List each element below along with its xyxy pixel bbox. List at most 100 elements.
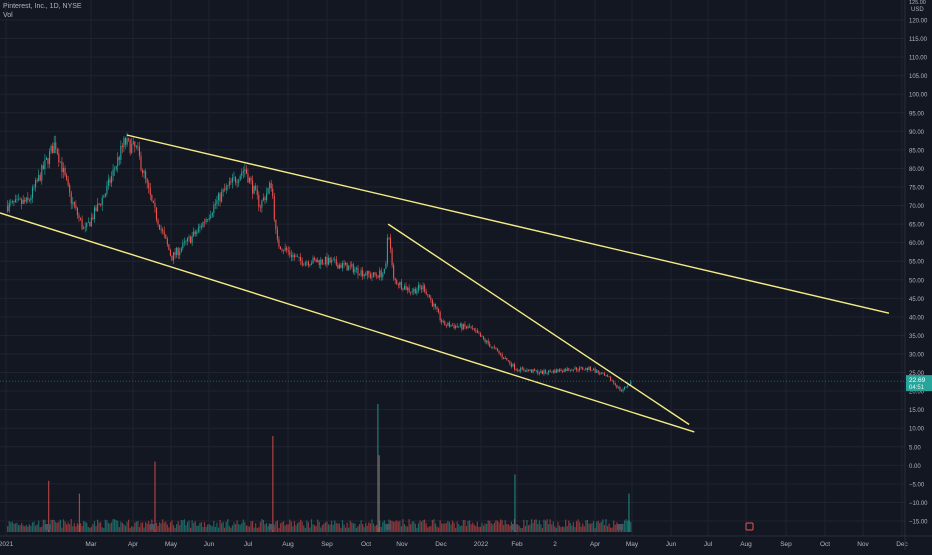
candle-body [284,247,286,251]
candle-body [411,291,413,293]
volume-bar [79,523,82,532]
candle-body [560,369,562,372]
volume-bar [557,521,559,532]
volume-bar [182,520,184,532]
candle-body [258,194,260,207]
volume-bar [462,520,464,532]
candle-body [28,200,30,201]
volume-legend[interactable]: Vol [3,12,13,19]
volume-bar [394,521,396,532]
candle-body [78,215,80,218]
volume-bar [92,523,94,532]
volume-bar [383,520,385,532]
earnings-marker[interactable] [385,524,392,530]
candle-body [327,257,330,265]
volume-bar [208,523,210,532]
candle-body [403,285,406,290]
volume-bar [14,523,17,532]
candle-body [44,159,46,169]
trendline-2[interactable] [0,212,695,433]
candle-body [627,385,629,387]
trendline-3[interactable] [387,223,690,426]
candle-body [256,189,258,195]
candle-body [95,207,97,212]
volume-bar [606,526,609,532]
candle-body [579,367,581,371]
candle-body [572,369,574,371]
volume-bar [168,527,170,532]
candle-body [596,370,598,373]
candle-body [31,187,34,198]
candle-body [293,255,295,258]
candle-body [562,371,564,372]
volume-bar [413,521,415,532]
volume-bar [354,523,356,532]
earnings-marker[interactable] [616,524,623,530]
candle-body [17,198,20,200]
volume-bar [447,520,449,532]
volume-bar [261,519,263,532]
trendline-1[interactable] [126,134,890,314]
volume-bar [320,527,322,532]
candle-body [371,276,373,278]
candle-body [554,370,556,373]
y-top-label: 125.00 [909,0,926,6]
volume-bar [552,521,554,532]
candle-body [565,369,567,371]
candle-body [143,171,145,173]
volume-bar [262,519,265,532]
candle-body [183,241,185,243]
volume-bar [575,521,578,532]
candle-body [255,185,257,190]
candle-body [608,376,610,378]
volume-bar [251,521,254,532]
earnings-marker[interactable] [149,524,156,530]
candle-body [267,188,269,194]
candle-body [558,369,561,372]
candle-body [14,199,16,203]
volume-bar [225,521,227,532]
last-price-tag [906,375,932,392]
volume-bar [123,524,125,532]
volume-bar [317,519,319,532]
volume-bar [355,527,358,532]
candle-body [36,180,38,181]
volume-bar [121,522,123,532]
candle-body [120,145,122,160]
earnings-marker[interactable] [44,524,51,530]
last-price-value: 22.69 [909,377,926,384]
earnings-marker[interactable] [510,524,517,530]
candle-body [216,200,218,204]
volume-bar [461,525,463,532]
y-tick-label: 115.00 [909,37,928,43]
volume-bar [103,527,105,532]
earnings-marker[interactable] [268,524,275,530]
volume-bar [341,520,344,532]
volume-bar [19,525,21,532]
y-tick-label: 60.00 [909,241,925,247]
symbol-title[interactable]: Pinterest, Inc., 1D, NYSE [3,3,82,10]
candle-body [310,263,313,265]
volume-bar [24,526,26,532]
candle-body [86,222,88,227]
y-tick-label: 30.00 [909,353,925,359]
volume-bar [207,524,209,532]
upcoming-earnings-marker[interactable] [745,522,754,531]
trendline-layer[interactable] [0,134,890,433]
candle-body [124,138,127,145]
volume-spike [154,461,156,532]
candle-body [160,229,162,231]
volume-bar [217,527,220,532]
candle-body [276,229,278,240]
volume-bar [282,521,285,532]
candle-body [239,175,241,181]
volume-bar [371,519,373,532]
candle-body [193,231,195,236]
y-tick-label: 25.00 [909,371,925,377]
volume-bar [499,519,502,532]
candle-body [21,199,23,204]
candle-body [97,203,99,212]
candle-body [555,369,557,373]
